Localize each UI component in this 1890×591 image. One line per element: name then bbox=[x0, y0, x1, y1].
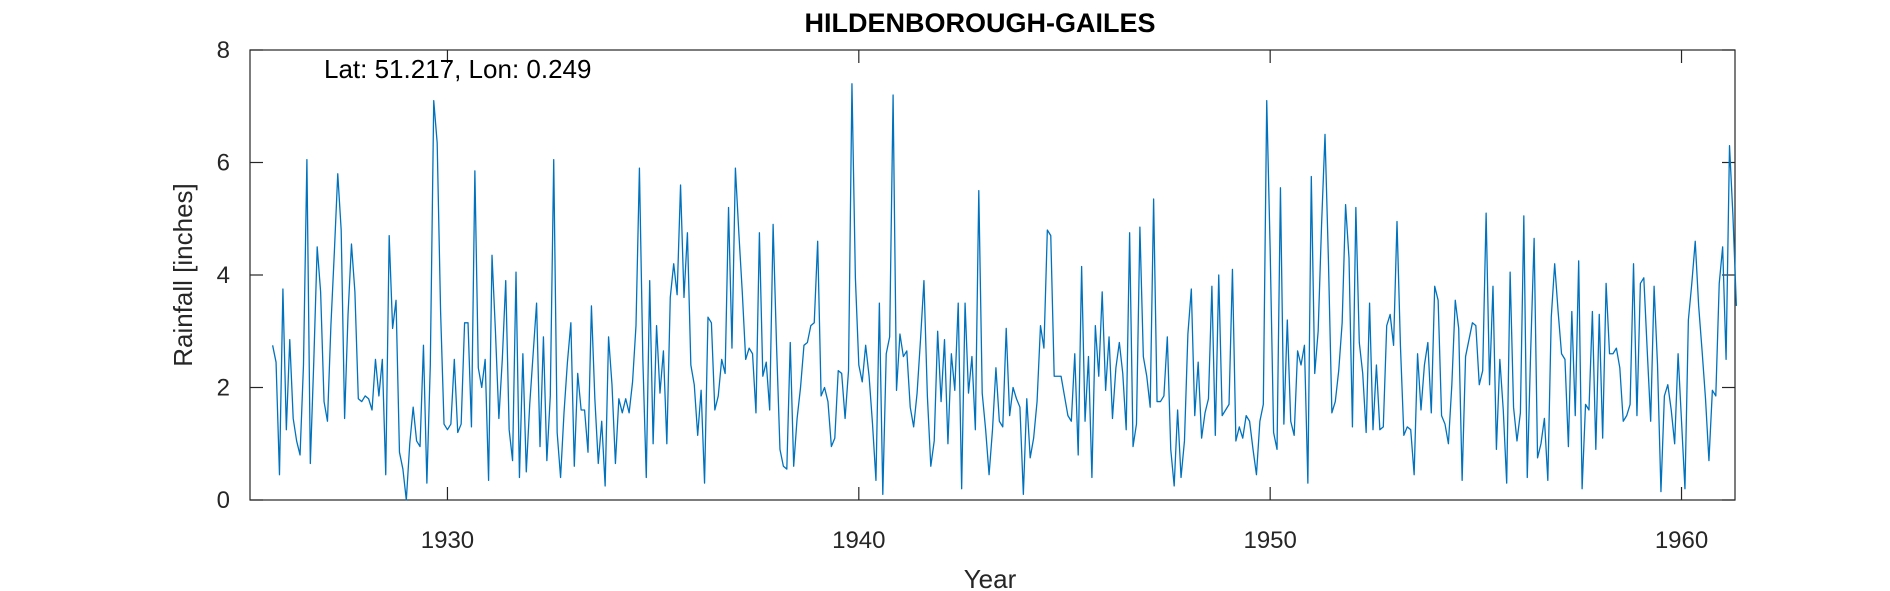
x-axis-label: Year bbox=[964, 564, 1017, 591]
x-tick-label: 1940 bbox=[832, 527, 885, 554]
x-tick-label: 1950 bbox=[1243, 527, 1296, 554]
y-axis: 0 2 4 6 8 bbox=[217, 37, 1735, 514]
location-annotation: Lat: 51.217, Lon: 0.249 bbox=[324, 54, 591, 84]
chart-title: HILDENBOROUGH-GAILES bbox=[805, 8, 1156, 38]
y-tick-label: 2 bbox=[217, 375, 230, 402]
y-tick-label: 8 bbox=[217, 37, 230, 64]
y-tick-label: 0 bbox=[217, 487, 230, 514]
y-axis-label: Rainfall [inches] bbox=[168, 183, 198, 367]
y-tick-label: 4 bbox=[217, 262, 230, 289]
x-tick-label: 1960 bbox=[1655, 527, 1708, 554]
rainfall-series-line bbox=[271, 83, 1738, 501]
x-tick-label: 1930 bbox=[421, 527, 474, 554]
x-axis: 1930 1940 1950 1960 bbox=[421, 50, 1708, 554]
y-tick-label: 6 bbox=[217, 150, 230, 177]
